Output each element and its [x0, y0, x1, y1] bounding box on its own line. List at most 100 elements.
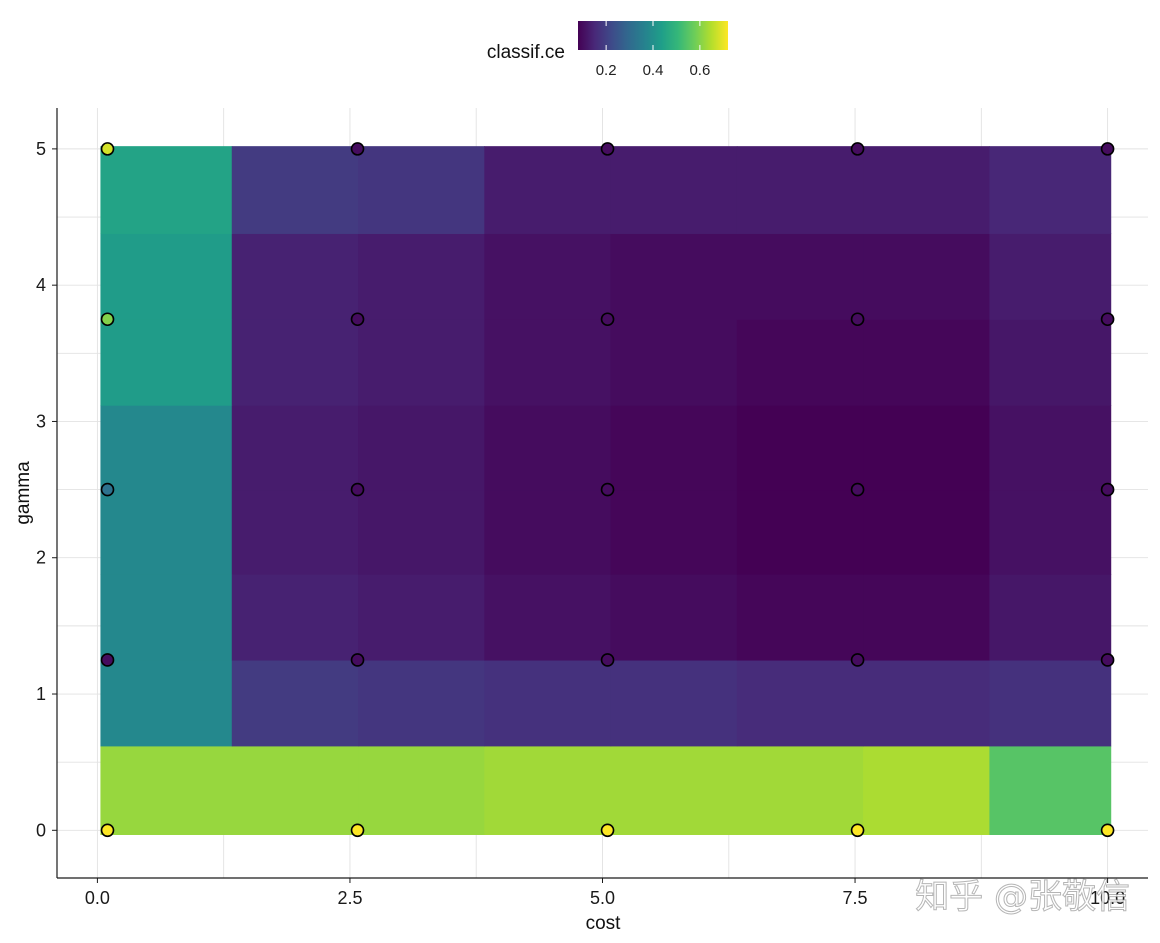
- heatmap-tile: [736, 146, 864, 234]
- y-tick-label: 5: [36, 139, 46, 159]
- data-point: [1100, 823, 1115, 838]
- heatmap-tiles: [100, 146, 1112, 835]
- data-point: [850, 142, 865, 156]
- heatmap-tile: [736, 659, 864, 747]
- legend-title: classif.ce: [487, 42, 565, 63]
- y-axis-ticks: 0 1 2 3 4 5: [36, 139, 57, 840]
- y-tick-label: 0: [36, 820, 46, 840]
- heatmap-tile: [100, 489, 233, 575]
- heatmap-tile: [736, 745, 864, 835]
- heatmap-tile: [231, 319, 359, 406]
- x-tick-label: 7.5: [843, 888, 868, 908]
- heatmap-tile: [736, 233, 864, 320]
- heatmap-tile: [358, 659, 485, 747]
- heatmap-tile: [358, 574, 485, 661]
- y-tick-label: 3: [36, 411, 46, 431]
- data-point: [850, 482, 865, 497]
- heatmap-tile: [736, 574, 864, 661]
- data-point: [1100, 482, 1115, 497]
- heatmap-tile: [989, 405, 1112, 491]
- heatmap-tile: [863, 574, 991, 661]
- heatmap-tile: [484, 745, 612, 835]
- heatmap-tile: [484, 489, 612, 575]
- heatmap-tile: [231, 659, 359, 747]
- heatmap-tile: [231, 574, 359, 661]
- heatmap-tile: [863, 233, 991, 320]
- heatmap-tile: [100, 146, 233, 234]
- heatmap-tile: [231, 745, 359, 835]
- data-point: [350, 142, 365, 156]
- x-tick-label: 5.0: [590, 888, 615, 908]
- heatmap-tile: [863, 319, 991, 406]
- data-point: [600, 312, 615, 327]
- data-point: [350, 482, 365, 497]
- heatmap-tile: [484, 574, 612, 661]
- data-point: [600, 482, 615, 497]
- heatmap-tile: [863, 146, 991, 234]
- data-point: [1100, 142, 1115, 156]
- x-tick-label: 10.0: [1090, 888, 1125, 908]
- heatmap-tile: [231, 233, 359, 320]
- heatmap-tile: [610, 146, 738, 234]
- data-point: [100, 482, 115, 497]
- data-point: [350, 823, 365, 838]
- heatmap-tile: [736, 319, 864, 406]
- x-axis-title: cost: [586, 913, 622, 934]
- data-point: [100, 142, 115, 156]
- heatmap-tile: [736, 489, 864, 575]
- heatmap-tile: [989, 659, 1112, 747]
- legend-tick-label: 0.2: [596, 62, 617, 79]
- heatmap-tile: [989, 574, 1112, 661]
- data-point: [850, 312, 865, 327]
- heatmap-tile: [231, 405, 359, 491]
- heatmap-tile: [863, 405, 991, 491]
- data-point: [600, 142, 615, 156]
- data-point: [100, 312, 115, 327]
- heatmap-tile: [484, 405, 612, 491]
- heatmap-tile: [358, 405, 485, 491]
- data-point: [850, 653, 865, 667]
- heatmap-tile: [358, 745, 485, 835]
- heatmap-tile: [484, 146, 612, 234]
- heatmap-tile: [100, 405, 233, 491]
- heatmap-tile: [100, 319, 233, 406]
- heatmap-tile: [100, 233, 233, 320]
- x-axis-ticks: 0.0 2.5 5.0 7.5 10.0: [85, 878, 1125, 908]
- data-point: [100, 653, 115, 667]
- heatmap-tile: [863, 489, 991, 575]
- data-point: [350, 653, 365, 667]
- data-point: [600, 653, 615, 667]
- data-point: [1100, 653, 1115, 667]
- data-point: [350, 312, 365, 327]
- heatmap-tile: [863, 745, 991, 835]
- data-point: [1100, 312, 1115, 327]
- y-tick-label: 2: [36, 548, 46, 568]
- heatmap-tile: [358, 146, 485, 234]
- data-point: [100, 823, 115, 838]
- y-axis-title: gamma: [13, 461, 34, 525]
- legend-tick-label: 0.6: [689, 62, 710, 79]
- heatmap-tile: [989, 146, 1112, 234]
- heatmap-tile: [610, 489, 738, 575]
- legend-tick-label: 0.4: [643, 62, 664, 79]
- watermark: 知乎 @张敬信: [915, 877, 1130, 917]
- heatmap-tile: [989, 745, 1112, 835]
- heatmap-tile: [484, 659, 612, 747]
- y-tick-label: 1: [36, 684, 46, 704]
- legend: classif.ce 0.2 0.4 0.6: [487, 21, 728, 79]
- heatmap-tile: [610, 319, 738, 406]
- data-point: [600, 823, 615, 838]
- heatmap-tile: [358, 233, 485, 320]
- heatmap-tile: [989, 233, 1112, 320]
- data-points: [100, 142, 1115, 838]
- data-point: [850, 823, 865, 838]
- heatmap-tile: [100, 659, 233, 747]
- plot-panel: [56, 108, 1148, 879]
- heatmap-tile: [358, 489, 485, 575]
- heatmap-tile: [100, 745, 233, 835]
- heatmap-tile: [610, 233, 738, 320]
- heatmap-tile: [231, 489, 359, 575]
- heatmap-tile: [231, 146, 359, 234]
- x-tick-label: 0.0: [85, 888, 110, 908]
- heatmap-tile: [610, 574, 738, 661]
